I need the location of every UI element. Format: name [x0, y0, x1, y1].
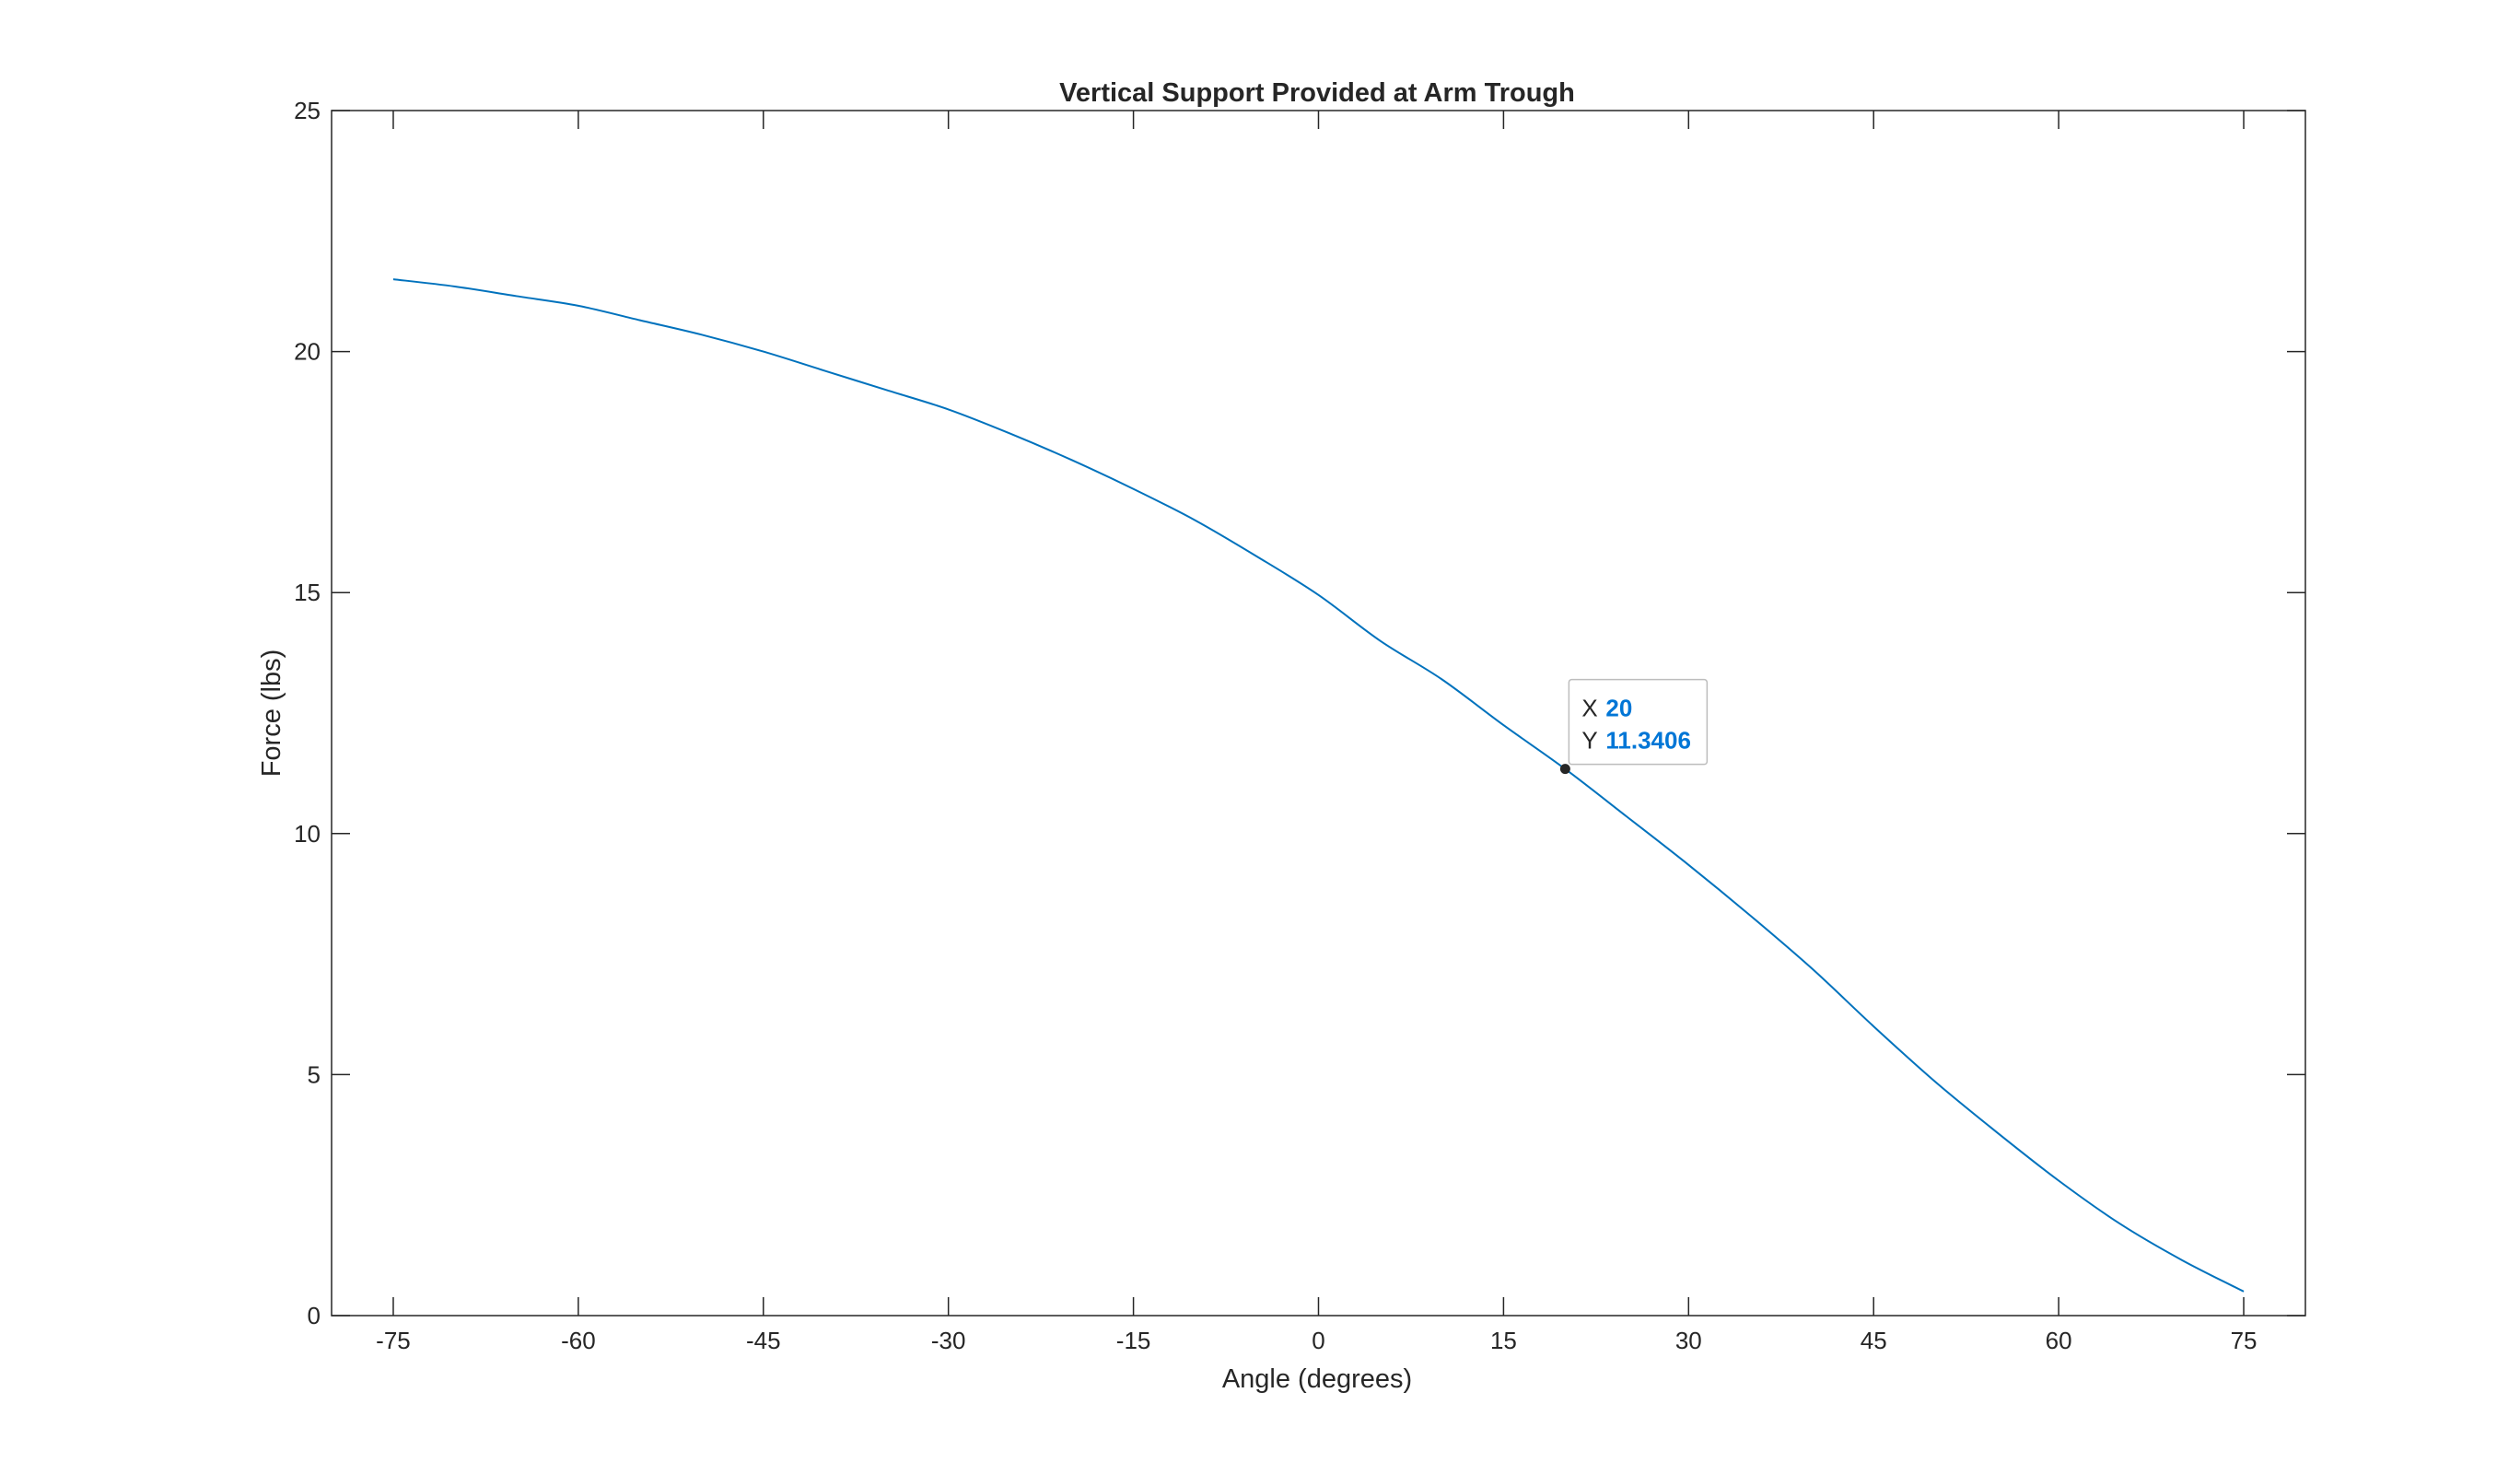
x-tick-label: 75 [2231, 1327, 2258, 1354]
y-axis-label: Force (lbs) [257, 650, 286, 778]
x-tick-label: -30 [931, 1327, 966, 1354]
datatip-y-label: Y [1581, 727, 1597, 755]
series-line[interactable] [392, 278, 2245, 1293]
datatip-y-value: 11.3406 [1605, 727, 1691, 755]
axis-tick-labels: -75 -60 -45 -30 -15 0 15 30 45 60 75 0 5 10 15 20 25 [294, 97, 2257, 1354]
y-tick-label: 10 [294, 820, 321, 848]
y-tick-label: 25 [294, 97, 321, 124]
x-tick-label: 60 [2046, 1327, 2072, 1354]
y-tick-label: 5 [308, 1060, 321, 1088]
datatip-box [1568, 678, 1709, 766]
axes-box [331, 110, 2306, 1317]
datatip-x-value: 20 [1605, 695, 1632, 722]
x-tick-label: 30 [1675, 1327, 1702, 1354]
datatip-marker[interactable] [1559, 764, 1570, 775]
plot-area [332, 111, 2305, 1316]
datatip[interactable]: X 20 Y 11.3406 [1559, 678, 1709, 775]
y-tick-label: 0 [308, 1302, 321, 1329]
x-tick-label: 15 [1490, 1327, 1517, 1354]
x-tick-label: -60 [561, 1327, 596, 1354]
y-tick-label: 20 [294, 338, 321, 366]
datatip-x-label: X [1581, 695, 1597, 722]
x-tick-label: -15 [1116, 1327, 1151, 1354]
x-tick-label: 45 [1861, 1327, 1887, 1354]
x-tick-label: -75 [376, 1327, 411, 1354]
x-tick-label: -45 [746, 1327, 781, 1354]
chart-title: Vertical Support Provided at Arm Trough [1059, 78, 1575, 108]
x-tick-label: 0 [1312, 1327, 1324, 1354]
x-axis-label: Angle (degrees) [1222, 1364, 1412, 1394]
y-tick-label: 15 [294, 579, 321, 606]
